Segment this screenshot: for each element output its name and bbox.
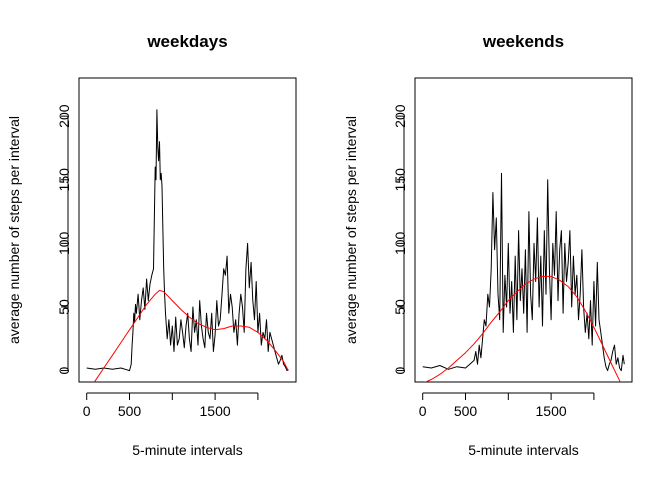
x-tick-label: 0 [419,403,427,419]
y-tick-label: 100 [392,231,408,255]
plot-frame [78,77,297,383]
y-tick-label: 200 [392,104,408,128]
y-tick-label: 100 [56,231,72,255]
chart-title: weekends [482,32,564,51]
y-tick-label: 150 [56,168,72,192]
x-axis-title: 5-minute intervals [468,442,579,458]
x-tick-label: 1500 [536,403,567,419]
series-group [422,172,625,382]
y-tick-label: 50 [56,299,72,315]
x-axis-title: 5-minute intervals [132,442,243,458]
x-tick-label: 0 [83,403,91,419]
steps-data-line [422,172,625,372]
y-tick-label: 0 [56,366,72,374]
x-tick-label: 1500 [200,403,231,419]
smooth-curve-line [424,275,621,382]
smooth-curve-line [93,289,289,382]
y-axis-title: average number of steps per interval [6,116,22,344]
steps-data-line [86,109,289,372]
series-group [86,109,289,382]
y-tick-label: 150 [392,168,408,192]
y-tick-label: 0 [392,366,408,374]
x-tick-label: 500 [454,403,478,419]
x-tick-label: 500 [118,403,142,419]
y-tick-label: 200 [56,104,72,128]
panel-weekends: weekends 5-minute intervals average number… [343,32,633,458]
plot-frame [414,77,633,383]
y-axis-title: average number of steps per interval [343,116,359,344]
panel-weekdays: weekdays 5-minute intervals average number… [6,32,297,458]
chart-title: weekdays [146,32,227,51]
y-tick-label: 50 [392,299,408,315]
